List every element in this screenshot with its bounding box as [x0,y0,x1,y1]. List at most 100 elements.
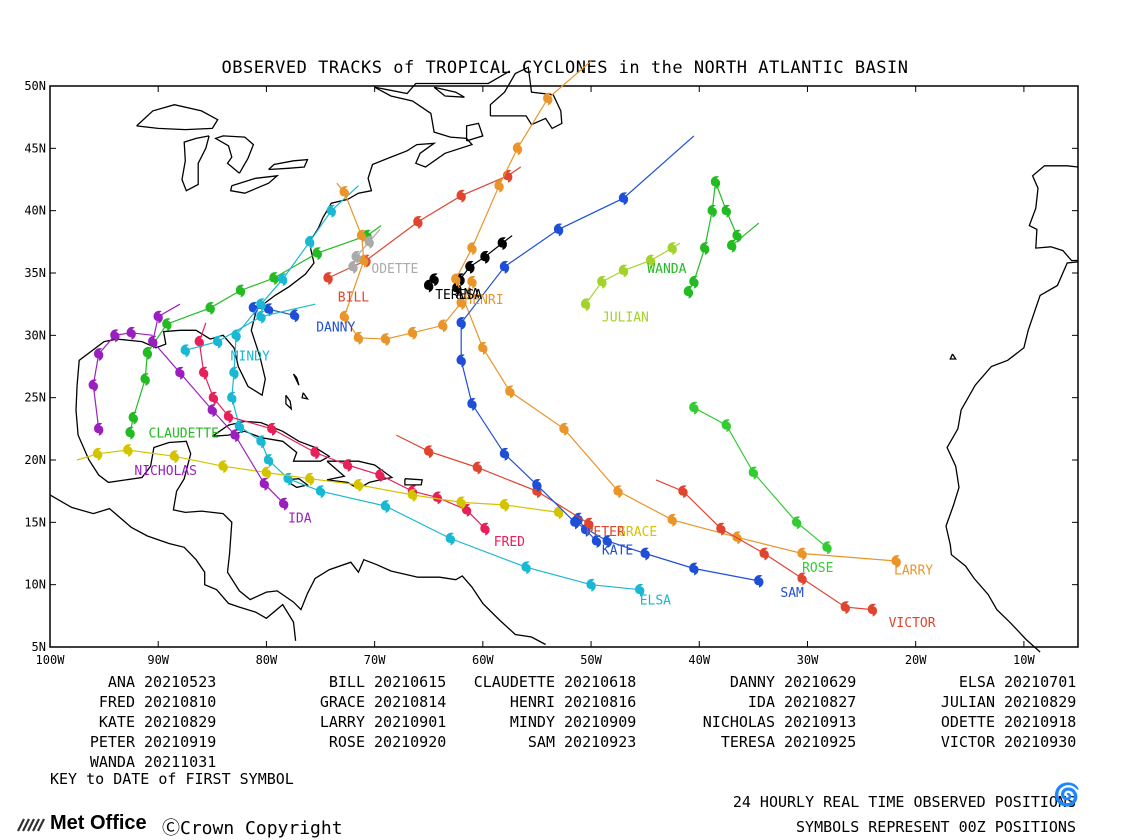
coastline-gulf-st-lawrence [374,70,511,95]
position-symbol-odette [348,260,358,274]
position-symbol-julian [597,275,607,289]
position-symbol-claudette [142,346,153,360]
position-symbol-claudette [235,284,246,298]
legend-storm-date: 20210829 [995,693,1077,711]
position-symbol-claudette [140,373,150,386]
position-symbol-larry [797,547,807,561]
legend-entry-danny: DANNY 20210629 [660,672,856,692]
position-symbol-odette [364,235,374,249]
legend-storm-name: ANA [107,673,135,691]
position-symbol-fred [375,469,385,482]
position-symbol-bill [323,272,333,285]
position-symbol-peter [584,517,594,531]
position-symbol-larry [613,485,623,499]
position-symbol-sam [602,535,612,548]
hurricane-symbol-icon: 🌀 [1053,783,1081,808]
storm-label-teresa: TERESA [435,288,482,303]
storm-legend: ANA 20210523 FRED 20210810 KATE 20210829 PE… [0,672,1130,792]
lon-tick-label: 80W [256,653,278,667]
copyright-text: Crown Copyright [180,818,343,839]
legend-entry-claudette: CLAUDETTE 20210618 [440,672,637,692]
position-symbol-claudette [125,426,135,440]
position-symbol-fred [310,446,320,460]
position-symbol-rose [792,516,802,530]
position-symbol-bill [413,216,423,229]
met-office-logo: Met Office [16,812,147,835]
position-symbol-henri [456,297,466,310]
position-symbol-peter [424,445,434,459]
track-nicholas [88,326,153,436]
legend-storm-date: 20210829 [135,713,217,731]
position-symbol-sam [570,516,580,530]
legend-storm-date: 20210827 [775,693,857,711]
position-symbol-elsa [635,583,645,597]
legend-storm-name: IDA [747,693,775,711]
map-border [49,85,1079,648]
met-office-stripes-icon [17,818,45,831]
track-line-elsa [231,185,640,591]
position-symbol-sam [553,223,564,237]
position-symbol-sam [456,317,466,330]
position-symbol-ana [465,260,475,274]
storm-label-wanda: WANDA [647,262,686,277]
position-symbol-ida [230,429,240,443]
legend-storm-name: WANDA [89,753,135,771]
coastline-mexico-central-america [75,385,546,646]
observed-positions-note: 24 HOURLY REAL TIME OBSERVED POSITIONS [732,793,1076,811]
position-symbol-kate [591,535,602,548]
position-symbol-teresa [424,279,434,293]
legend-storm-name: TERESA [720,733,775,751]
coastline-great-lakes-ontario [268,158,309,171]
position-symbol-sam [499,260,510,274]
position-symbol-elsa [521,561,531,575]
position-symbol-ida [148,335,158,349]
legend-storm-name: GRACE [319,693,365,711]
position-symbol-claudette [162,318,172,332]
position-symbol-henri [407,326,418,340]
position-symbol-elsa [256,298,266,312]
legend-storm-name: ROSE [328,733,365,751]
coastline-anticosti [433,86,465,98]
position-symbol-fred [199,366,209,380]
legend-storm-date: 20210810 [135,693,217,711]
coastline-bahamas-andros [285,394,293,411]
lat-tick-label: 5N [32,640,46,654]
legend-storm-date: 20210909 [555,713,637,731]
position-symbol-larry [494,179,504,193]
position-symbol-sam [618,192,629,206]
position-symbol-mindy [256,310,266,324]
position-symbol-elsa [305,235,315,249]
position-symbol-ana [480,250,490,264]
track-peter [396,434,594,531]
coastline-great-lakes-michigan [181,135,210,192]
legend-entry-larry: LARRY 20210901 [250,712,446,732]
storm-label-ana: ANA [456,287,480,302]
position-symbol-victor [716,522,726,536]
position-symbol-wanda [732,229,742,243]
position-symbol-elsa [315,485,326,499]
position-symbol-ida [175,366,185,380]
legend-entry-nicholas: NICHOLAS 20210913 [660,712,857,732]
storm-label-mindy: MINDY [231,349,270,364]
position-symbol-elsa [227,391,237,405]
legend-entry-bill: BILL 20210615 [250,672,446,692]
legend-entry-teresa: TERESA 20210925 [660,732,856,752]
storm-label-grace: GRACE [618,525,657,540]
lon-tick-label: 10W [1013,653,1035,667]
map-title: OBSERVED TRACKS of TROPICAL CYCLONES in … [221,58,909,78]
track-elsa [227,185,645,597]
coastline-great-lakes-huron [214,135,255,174]
position-symbol-sam [499,447,510,461]
legend-storm-date: 20210629 [775,673,857,691]
legend-entry-rose: ROSE 20210920 [250,732,446,752]
position-symbol-fred [223,410,234,424]
position-symbol-claudette [269,272,279,285]
track-claudette [125,225,382,440]
legend-storm-date: 20210930 [995,733,1077,751]
position-symbol-nicholas [88,379,98,393]
legend-entry-julian: JULIAN 20210829 [880,692,1076,712]
lon-tick-label: 100W [36,653,66,667]
lon-tick-label: 20W [905,653,927,667]
